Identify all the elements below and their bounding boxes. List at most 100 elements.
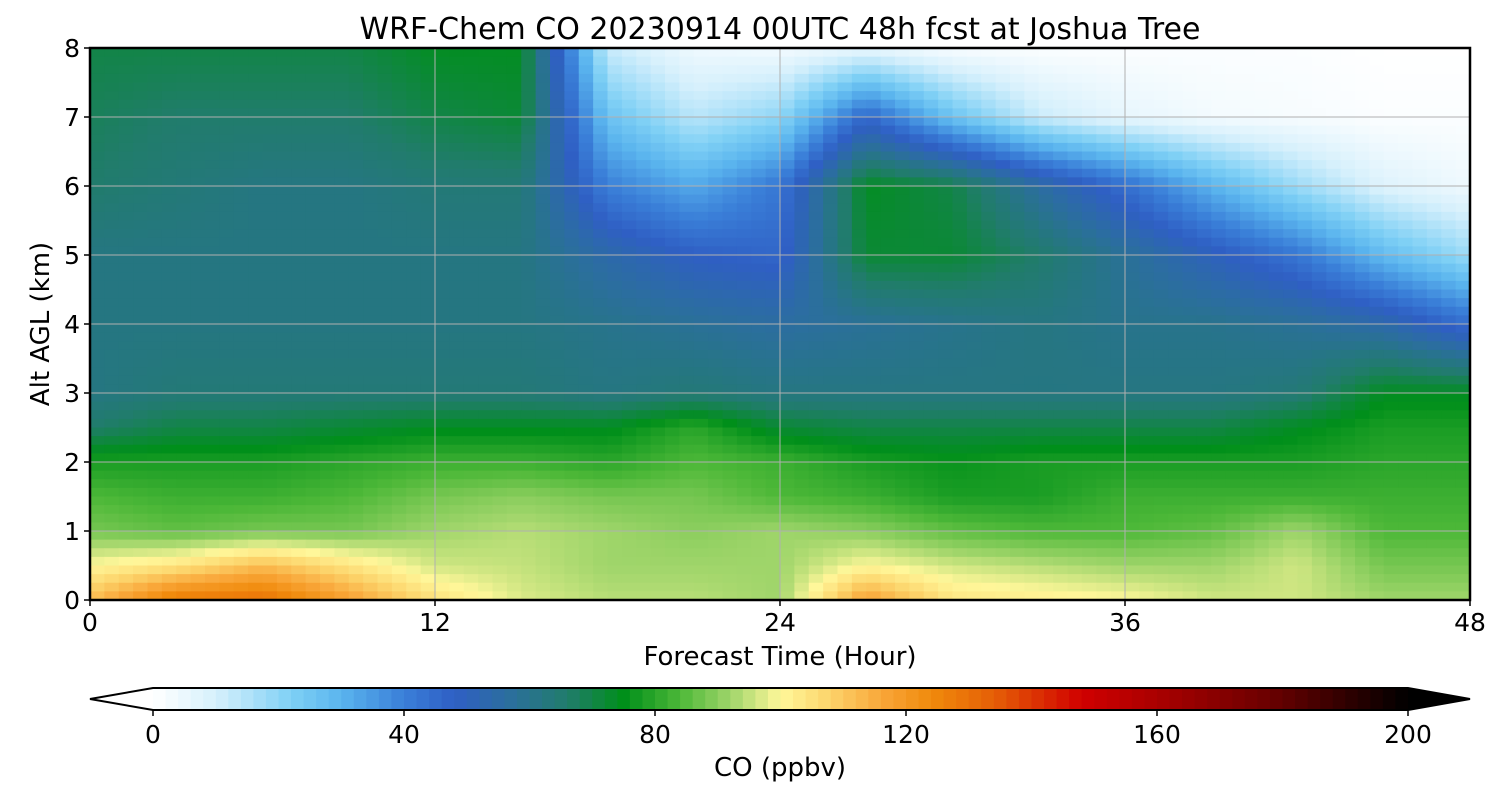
heatmap-cell [248, 108, 264, 118]
heatmap-cell [205, 436, 220, 446]
heatmap-cell [1426, 211, 1442, 222]
heatmap-cell [995, 444, 1011, 454]
heatmap-cell [276, 263, 292, 273]
heatmap-cell [233, 56, 249, 66]
heatmap-cell [435, 367, 450, 377]
heatmap-cell [995, 367, 1011, 377]
heatmap-cell [564, 384, 580, 394]
heatmap-cell [420, 117, 436, 127]
heatmap-cell [1369, 82, 1385, 92]
heatmap-cell [147, 358, 163, 368]
heatmap-cell [147, 384, 163, 394]
heatmap-cell [334, 487, 350, 498]
heatmap-cell [621, 229, 637, 239]
heatmap-cell [808, 298, 824, 308]
heatmap-cell [693, 332, 709, 342]
heatmap-cell [1455, 168, 1470, 178]
heatmap-cell [1024, 479, 1040, 489]
heatmap-cell [866, 142, 882, 153]
heatmap-cell [1268, 487, 1284, 498]
heatmap-cell [190, 384, 206, 394]
heatmap-cell [1326, 125, 1342, 135]
heatmap-cell [909, 315, 925, 325]
heatmap-cell [866, 160, 882, 170]
heatmap-cell [377, 211, 393, 222]
heatmap-cell [837, 82, 853, 92]
heatmap-cell [305, 272, 321, 282]
heatmap-cell [679, 177, 695, 187]
heatmap-cell [794, 410, 810, 420]
heatmap-cell [176, 229, 192, 239]
heatmap-cell [650, 358, 666, 368]
heatmap-cell [765, 48, 781, 58]
heatmap-cell [938, 341, 954, 351]
heatmap-cell [391, 73, 407, 84]
heatmap-cell [262, 125, 278, 135]
heatmap-cell [1110, 280, 1126, 291]
heatmap-cell [650, 194, 666, 204]
heatmap-cell [966, 48, 982, 58]
heatmap-cell [1455, 48, 1470, 58]
heatmap-cell [1297, 280, 1313, 291]
heatmap-cell [305, 82, 321, 92]
heatmap-cell [722, 375, 738, 385]
heatmap-cell [751, 108, 767, 118]
heatmap-cell [736, 341, 752, 351]
heatmap-cell [1225, 453, 1241, 463]
heatmap-cell [923, 272, 939, 282]
heatmap-cell [1268, 462, 1284, 472]
heatmap-cell [90, 393, 105, 403]
heatmap-cell [176, 48, 192, 58]
heatmap-cell [1297, 453, 1313, 463]
heatmap-cell [995, 160, 1011, 170]
heatmap-cell [435, 99, 450, 109]
heatmap-cell [291, 367, 307, 377]
heatmap-cell [1326, 272, 1342, 282]
heatmap-cell [1081, 444, 1097, 454]
heatmap-cell [780, 479, 795, 489]
heatmap-cell [780, 73, 795, 84]
heatmap-cell [118, 194, 134, 204]
heatmap-cell [923, 436, 939, 446]
heatmap-cell [650, 48, 666, 58]
heatmap-cell [1383, 444, 1399, 454]
heatmap-cell [851, 375, 867, 385]
heatmap-cell [1311, 367, 1327, 377]
heatmap-cell [435, 73, 450, 84]
heatmap-cell [219, 272, 235, 282]
heatmap-cell [1038, 332, 1054, 342]
heatmap-cell [1182, 410, 1198, 420]
heatmap-cell [938, 263, 954, 273]
heatmap-cell [535, 306, 551, 316]
heatmap-cell [780, 151, 795, 161]
heatmap-cell [305, 263, 321, 273]
heatmap-cell [1225, 56, 1241, 66]
heatmap-cell [478, 168, 494, 178]
heatmap-cell [276, 375, 292, 385]
heatmap-cell [90, 186, 105, 196]
heatmap-cell [1412, 125, 1428, 135]
heatmap-cell [1369, 177, 1385, 187]
heatmap-cell [909, 168, 925, 178]
heatmap-cell [1125, 453, 1140, 463]
heatmap-cell [435, 263, 450, 273]
heatmap-cell [794, 229, 810, 239]
heatmap-cell [722, 220, 738, 230]
heatmap-cell [880, 125, 896, 135]
heatmap-cell [1355, 453, 1370, 463]
heatmap-cell [1081, 229, 1097, 239]
heatmap-cell [90, 358, 105, 368]
heatmap-cell [1010, 306, 1025, 316]
heatmap-cell [291, 479, 307, 489]
heatmap-cell [262, 462, 278, 472]
heatmap-cell [478, 367, 494, 377]
heatmap-cell [851, 418, 867, 429]
heatmap-cell [492, 56, 508, 66]
heatmap-cell [607, 324, 623, 334]
heatmap-cell [1153, 358, 1169, 368]
heatmap-cell [923, 479, 939, 489]
heatmap-cell [981, 280, 997, 291]
heatmap-cell [722, 358, 738, 368]
heatmap-cell [1355, 211, 1370, 222]
heatmap-cell [621, 142, 637, 153]
